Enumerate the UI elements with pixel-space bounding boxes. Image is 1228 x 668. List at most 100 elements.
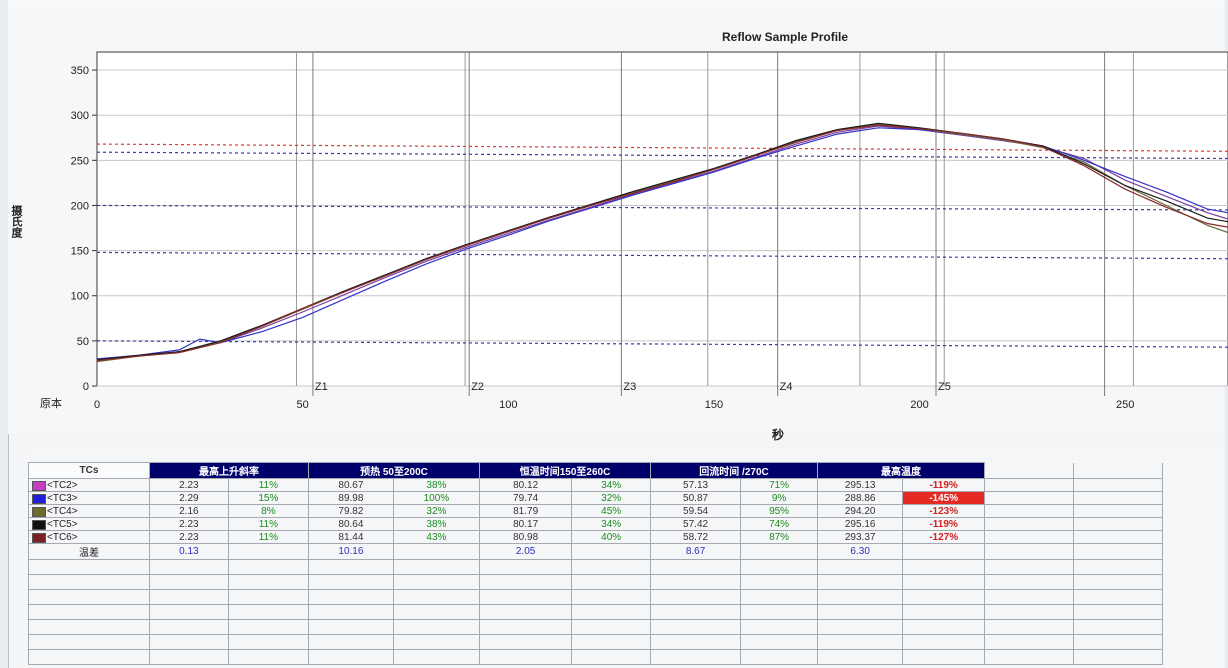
soak-value: 80.12 <box>478 478 573 492</box>
col-header-peak: 最高温度 <box>817 462 985 479</box>
max-slope-value: 2.23 <box>149 530 229 544</box>
tc-color-swatch <box>32 507 46 517</box>
spare-cell <box>1073 504 1163 518</box>
empty-cell <box>1073 574 1163 590</box>
empty-cell <box>571 574 651 590</box>
y-tick-label: 50 <box>77 336 89 348</box>
peak-value: 288.86 <box>816 491 904 505</box>
empty-cell <box>28 604 150 620</box>
empty-cell <box>28 649 150 665</box>
preheat-pct: 38% <box>392 478 481 492</box>
empty-cell <box>149 574 229 590</box>
empty-cell <box>478 574 573 590</box>
col-header-preheat: 预热 50至200C <box>308 462 480 479</box>
empty-cell <box>392 589 481 605</box>
empty-cell <box>571 649 651 665</box>
empty-cell <box>308 574 394 590</box>
max-slope-value: 2.23 <box>149 517 229 531</box>
empty-cell <box>984 604 1074 620</box>
col-header-max-slope: 最高上升斜率 <box>149 462 309 479</box>
empty-cell <box>308 634 394 650</box>
max-slope-pct: 11% <box>227 530 310 544</box>
tc-color-swatch <box>32 520 46 530</box>
empty-cell <box>984 619 1074 635</box>
empty-cell <box>392 649 481 665</box>
tc-label: <TC3> <box>47 492 78 504</box>
empty-cell <box>740 604 818 620</box>
delta-soak: 2.05 <box>478 543 573 560</box>
table-row[interactable]: <TC2> 2.23 11% 80.67 38% 80.12 34% 57.13 71% 295.… <box>28 478 1163 492</box>
empty-cell <box>902 619 985 635</box>
col-header-tcs: TCs <box>28 462 150 479</box>
plot-area <box>96 51 1228 387</box>
spare-cell <box>1073 530 1163 544</box>
y-tick-label: 150 <box>71 246 89 258</box>
empty-cell <box>816 559 904 575</box>
zone-label: Z3 <box>623 381 636 393</box>
table-row[interactable]: <TC4> 2.16 8% 79.82 32% 81.79 45% 59.54 95% 294.2… <box>28 504 1163 518</box>
empty-cell <box>392 559 481 575</box>
table-row[interactable]: <TC6> 2.23 11% 81.44 43% 80.98 40% 58.72 87% 293.… <box>28 530 1163 544</box>
empty-cell <box>816 634 904 650</box>
table-row[interactable]: <TC5> 2.23 11% 80.64 38% 80.17 34% 57.42 74% 295.… <box>28 517 1163 531</box>
spare-cell <box>984 530 1074 544</box>
table-row[interactable]: <TC3> 2.29 15% 89.98 100% 79.74 32% 50.87 9% 288.… <box>28 491 1163 505</box>
table-header-row: TCs 最高上升斜率 预热 50至200C 恒温时间150至260C 回流时间 … <box>28 462 1163 479</box>
empty-cell <box>816 604 904 620</box>
peak-value: 293.37 <box>816 530 904 544</box>
delta-label: 温差 <box>28 543 150 560</box>
tc-color-swatch <box>32 494 46 504</box>
empty-cell <box>902 649 985 665</box>
zone-label: Z4 <box>780 381 793 393</box>
reference-line <box>96 251 1228 260</box>
empty-cell <box>227 574 310 590</box>
tc-label: <TC2> <box>47 479 78 491</box>
reference-line <box>96 143 1228 152</box>
y-tick-label: 100 <box>71 291 89 303</box>
spare-cell <box>984 543 1074 560</box>
empty-cell <box>984 574 1074 590</box>
series-line <box>96 124 1228 362</box>
empty-cell <box>571 619 651 635</box>
spare-cell <box>1073 478 1163 492</box>
y-tick-label: 250 <box>71 155 89 167</box>
preheat-value: 81.44 <box>308 530 394 544</box>
empty-cell <box>227 634 310 650</box>
empty-cell <box>571 543 651 560</box>
peak-pct: -145% <box>902 491 985 505</box>
spare-cell <box>984 491 1074 505</box>
max-slope-value: 2.23 <box>149 478 229 492</box>
empty-cell <box>308 589 394 605</box>
empty-cell <box>227 559 310 575</box>
empty-cell <box>392 543 481 560</box>
empty-cell <box>149 619 229 635</box>
empty-cell <box>902 634 985 650</box>
spare-col <box>984 462 1074 479</box>
empty-cell <box>816 649 904 665</box>
empty-cell <box>227 543 310 560</box>
empty-cell <box>227 619 310 635</box>
empty-cell <box>571 589 651 605</box>
preheat-pct: 100% <box>392 491 481 505</box>
tc-label: <TC5> <box>47 518 78 530</box>
soak-pct: 34% <box>571 478 651 492</box>
empty-cell <box>478 634 573 650</box>
tc-name-cell: <TC5> <box>28 517 150 531</box>
empty-cell <box>740 619 818 635</box>
empty-cell <box>649 649 742 665</box>
peak-pct: -127% <box>902 530 985 544</box>
empty-cell <box>984 649 1074 665</box>
delta-peak: 6.30 <box>816 543 904 560</box>
tc-name-cell: <TC4> <box>28 504 150 518</box>
empty-cell <box>984 589 1074 605</box>
empty-cell <box>740 543 818 560</box>
peak-pct: -123% <box>902 504 985 518</box>
soak-value: 80.17 <box>478 517 573 531</box>
empty-cell <box>984 559 1074 575</box>
tc-name-cell: <TC2> <box>28 478 150 492</box>
results-table: TCs 最高上升斜率 预热 50至200C 恒温时间150至260C 回流时间 … <box>28 462 1163 665</box>
empty-cell <box>902 559 985 575</box>
empty-cell <box>649 574 742 590</box>
reflow-pct: 74% <box>740 517 818 531</box>
empty-cell <box>478 604 573 620</box>
